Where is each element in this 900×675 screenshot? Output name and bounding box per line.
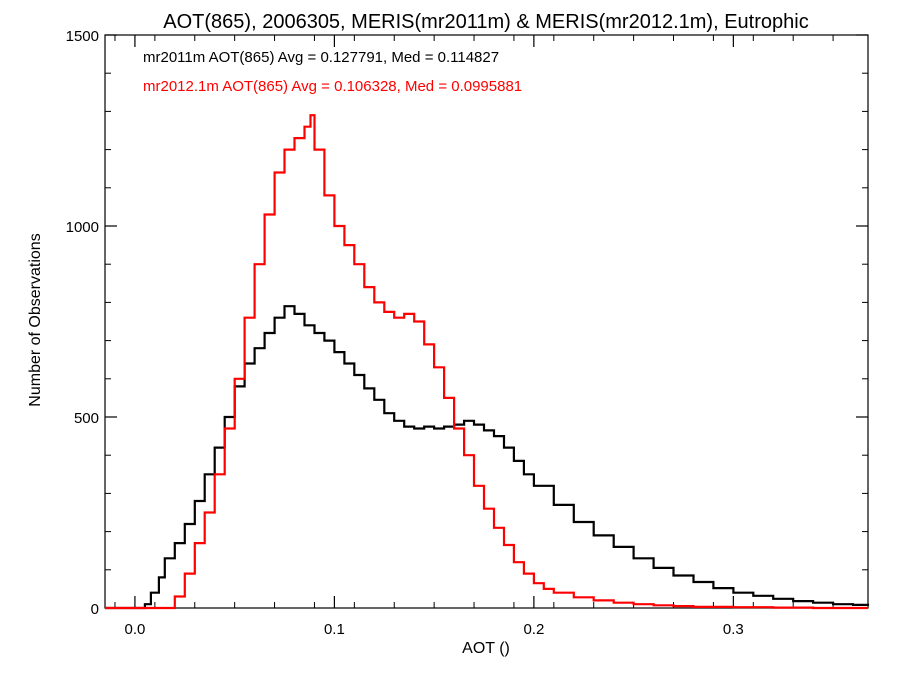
legend-entry-series-2: mr2012.1m AOT(865) Avg = 0.106328, Med =… xyxy=(143,78,522,95)
series-group xyxy=(105,114,870,610)
plot-area-border xyxy=(104,34,869,609)
x-axis-label: AOT () xyxy=(462,640,510,657)
x-tick-label: 0.0 xyxy=(124,621,145,638)
y-axis-label: Number of Observations xyxy=(27,233,44,406)
x-tick-label: 0.1 xyxy=(324,621,345,638)
series-line-2 xyxy=(105,114,868,610)
legend-entry-series-1: mr2011m AOT(865) Avg = 0.127791, Med = 0… xyxy=(143,49,499,66)
series-line-1 xyxy=(105,305,870,610)
x-tick-label: 0.2 xyxy=(523,621,544,638)
y-tick-label: 1500 xyxy=(66,28,99,45)
axis-ticks: 0.0 0.1 0.2 0.3 0 500 1000 1500 xyxy=(66,28,868,638)
y-tick-label: 0 xyxy=(91,601,99,618)
x-tick-label: 0.3 xyxy=(723,621,744,638)
chart-title: AOT(865), 2006305, MERIS(mr2011m) & MERI… xyxy=(163,11,808,33)
plot-frame xyxy=(104,34,869,609)
y-tick-label: 500 xyxy=(74,410,99,427)
y-tick-label: 1000 xyxy=(66,219,99,236)
